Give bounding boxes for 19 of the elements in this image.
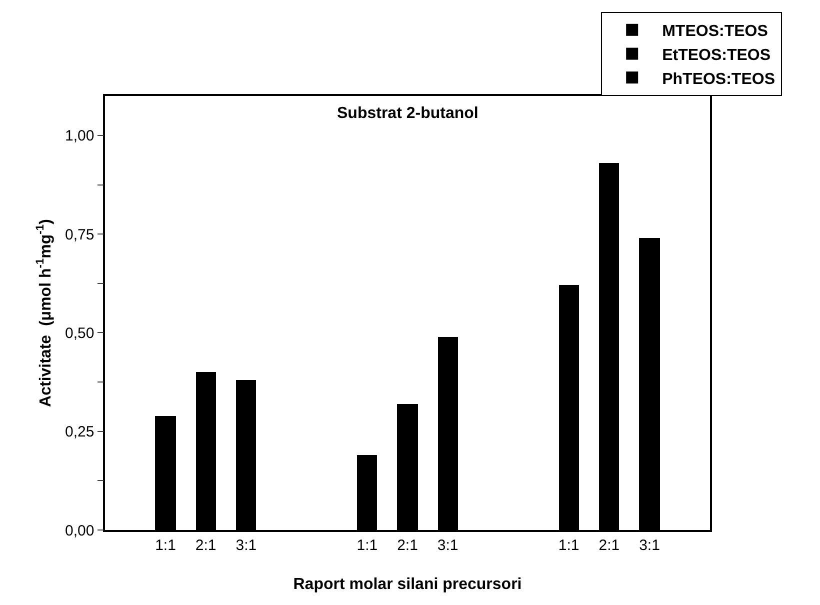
x-axis-title: Raport molar silani precursori: [293, 576, 522, 593]
x-tick-label: 1:1: [155, 536, 176, 554]
y-tick-label: 0,00: [65, 522, 94, 540]
x-tick-label: 3:1: [437, 536, 458, 554]
y-tick-label: 0,50: [65, 324, 94, 342]
legend-label: MTEOS:TEOS: [662, 23, 768, 40]
x-tick-label: 3:1: [639, 536, 660, 554]
x-tick-label: 3:1: [236, 536, 257, 554]
legend-label: EtTEOS:TEOS: [662, 46, 771, 64]
x-tick-label: 1:1: [356, 536, 378, 554]
text: Substrat 2-butanol: [337, 105, 478, 122]
y-tick-label: 0,75: [65, 226, 94, 244]
x-tick-label: 2:1: [598, 536, 620, 554]
y-tick-label: 1,00: [65, 128, 94, 145]
x-tick-label: 1:1: [558, 536, 580, 554]
legend-label: PhTEOS:TEOS: [662, 70, 776, 88]
y-tick-label: 0,25: [65, 424, 94, 441]
x-tick-label: 2:1: [195, 536, 216, 554]
x-tick-label: 2:1: [397, 536, 418, 554]
